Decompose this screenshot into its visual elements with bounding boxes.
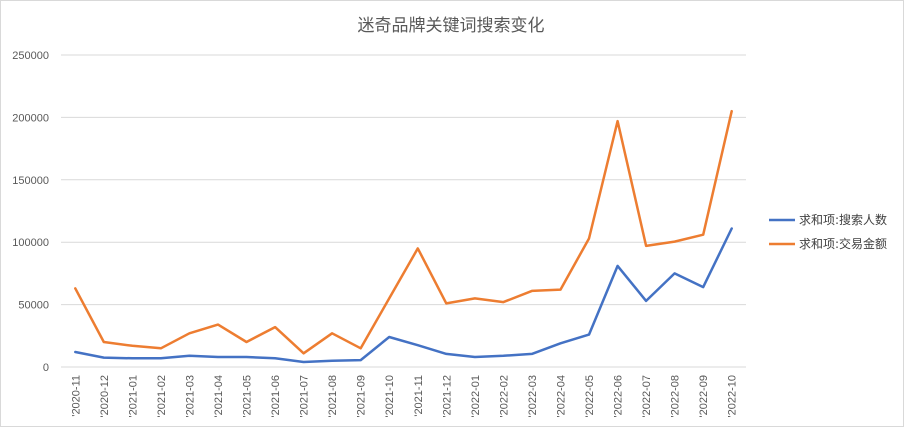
- x-tick-label: '2022-08: [670, 375, 682, 417]
- series-lines: [74, 109, 733, 364]
- x-tick-label: '2022-09: [698, 375, 710, 417]
- x-tick-label: '2020-11: [70, 375, 82, 417]
- x-tick-label: '2021-06: [270, 375, 282, 417]
- y-tick-label: 50000: [18, 300, 49, 312]
- x-tick-label: '2022-06: [613, 375, 625, 417]
- y-tick-label: 150000: [12, 175, 49, 187]
- x-tick-label: '2021-08: [327, 375, 339, 417]
- x-tick-label: '2022-07: [641, 375, 653, 417]
- x-tick-label: '2021-09: [356, 375, 368, 417]
- x-axis-tick-labels: '2020-11 '2020-12 '2021-01 '2021-02 '2021-03…: [70, 375, 738, 417]
- x-tick-label: '2021-07: [299, 375, 311, 417]
- x-tick-label: '2021-12: [441, 375, 453, 417]
- legend-label-1: 求和项:交易金额: [799, 236, 887, 251]
- x-tick-label: '2021-03: [184, 375, 196, 417]
- y-tick-label: 250000: [12, 50, 49, 62]
- series-line-1: [74, 109, 733, 355]
- x-tick-label: '2022-03: [527, 375, 539, 417]
- gridlines: [61, 54, 746, 368]
- x-tick-label: '2022-02: [498, 375, 510, 417]
- x-tick-label: '2022-05: [584, 375, 596, 417]
- x-tick-label: '2022-01: [470, 375, 482, 417]
- series-line-0: [74, 227, 733, 364]
- y-tick-label: 0: [43, 362, 49, 374]
- x-tick-label: '2021-02: [156, 375, 168, 417]
- legend-label-0: 求和项:搜索人数: [799, 212, 887, 227]
- x-tick-label: '2021-01: [127, 375, 139, 417]
- x-tick-label: '2021-11: [413, 375, 425, 417]
- y-tick-label: 100000: [12, 237, 49, 249]
- y-tick-label: 200000: [12, 112, 49, 124]
- chart-title: 迷奇品牌关键词搜索变化: [358, 16, 545, 36]
- x-tick-label: '2022-04: [555, 375, 567, 417]
- x-tick-label: '2021-05: [242, 375, 254, 417]
- x-tick-label: '2021-04: [213, 375, 225, 417]
- x-tick-label: '2021-10: [384, 375, 396, 417]
- x-tick-label: '2020-12: [99, 375, 111, 417]
- x-tick-label: '2022-10: [727, 375, 739, 417]
- y-axis-tick-labels: 0 50000 100000 150000 200000 250000: [12, 50, 49, 374]
